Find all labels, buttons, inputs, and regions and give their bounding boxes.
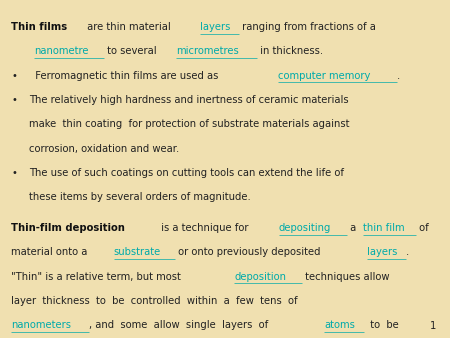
Text: of: of [416, 223, 429, 233]
Text: 1: 1 [430, 321, 436, 331]
Text: layers: layers [200, 22, 230, 32]
Text: Thin-film deposition: Thin-film deposition [11, 223, 125, 233]
Text: make  thin coating  for protection of substrate materials against: make thin coating for protection of subs… [29, 119, 350, 129]
Text: •: • [11, 168, 17, 178]
Text: The use of such coatings on cutting tools can extend the life of: The use of such coatings on cutting tool… [29, 168, 344, 178]
Text: in thickness.: in thickness. [257, 46, 323, 56]
Text: The relatively high hardness and inertness of ceramic materials: The relatively high hardness and inertne… [29, 95, 349, 105]
Text: depositing: depositing [279, 223, 331, 233]
Text: techniques allow: techniques allow [302, 272, 389, 282]
Text: nanometre: nanometre [34, 46, 88, 56]
Text: Thin films: Thin films [11, 22, 68, 32]
Text: micrometres: micrometres [176, 46, 239, 56]
Text: these items by several orders of magnitude.: these items by several orders of magnitu… [29, 192, 251, 202]
Text: Ferromagnetic thin films are used as: Ferromagnetic thin films are used as [29, 71, 222, 81]
Text: a: a [346, 223, 359, 233]
Text: layers: layers [367, 247, 397, 258]
Text: material onto a: material onto a [11, 247, 91, 258]
Text: .: . [397, 71, 400, 81]
Text: are thin material: are thin material [84, 22, 174, 32]
Text: to  be: to be [364, 320, 399, 331]
Text: is a technique for: is a technique for [158, 223, 252, 233]
Text: to several: to several [104, 46, 160, 56]
Text: .: . [406, 247, 409, 258]
Text: thin film: thin film [363, 223, 404, 233]
Text: or onto previously deposited: or onto previously deposited [175, 247, 324, 258]
Text: layer  thickness  to  be  controlled  within  a  few  tens  of: layer thickness to be controlled within … [11, 296, 298, 306]
Text: computer memory: computer memory [278, 71, 370, 81]
Text: ranging from fractions of a: ranging from fractions of a [239, 22, 376, 32]
Text: substrate: substrate [114, 247, 161, 258]
Text: corrosion, oxidation and wear.: corrosion, oxidation and wear. [29, 144, 180, 154]
Text: , and  some  allow  single  layers  of: , and some allow single layers of [89, 320, 271, 331]
Text: •: • [11, 95, 17, 105]
Text: •: • [11, 71, 17, 81]
Text: deposition: deposition [234, 272, 287, 282]
Text: atoms: atoms [324, 320, 355, 331]
Text: "Thin" is a relative term, but most: "Thin" is a relative term, but most [11, 272, 184, 282]
Text: nanometers: nanometers [11, 320, 71, 331]
